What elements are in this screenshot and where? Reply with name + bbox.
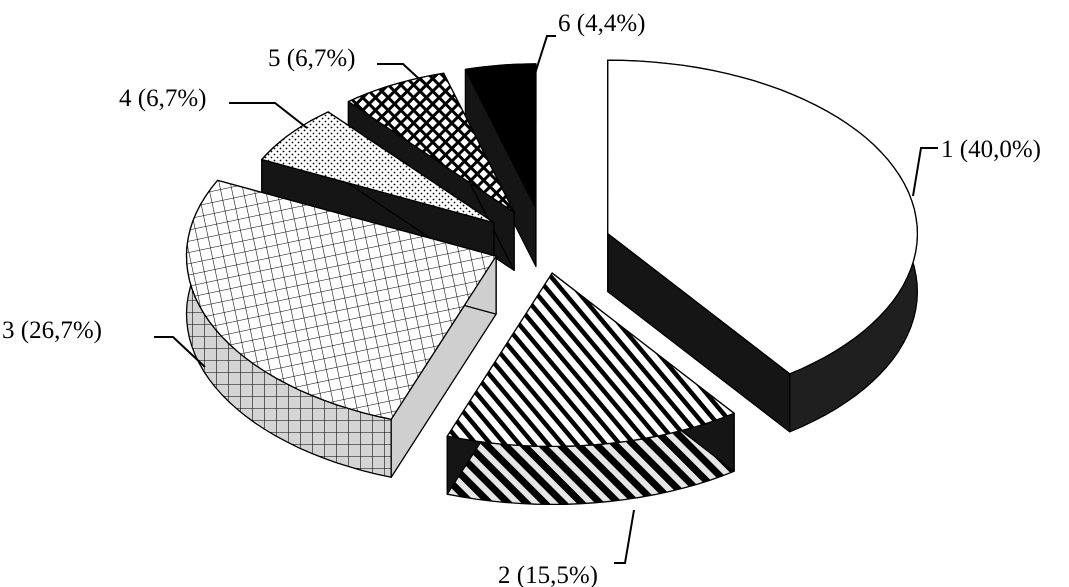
leader-line-6 [532,35,556,81]
slice-label-1: 1 (40,0%) [941,136,1041,163]
pie-slice-2 [446,272,735,506]
leader-line-3 [154,336,206,368]
slice-top-1 [607,59,919,375]
slices-layer [185,59,919,506]
pie-slice-1 [607,59,919,433]
leader-line-4 [229,102,308,129]
slice-top-2 [446,272,735,448]
pie-slice-3 [185,179,497,478]
leader-line-2 [614,509,635,564]
slice-top-5 [347,72,515,213]
slice-top-6 [464,63,537,210]
slice-label-6: 6 (4,4%) [558,10,645,37]
slice-top-3 [185,179,497,420]
leader-line-5 [377,63,430,89]
slice-label-5: 5 (6,7%) [268,45,355,72]
leader-line-1 [912,147,938,197]
slice-label-4: 4 (6,7%) [119,85,206,112]
slice-top-4 [261,111,495,224]
labels-layer: 1 (40,0%) 2 (15,5%) 3 (26,7%) 4 (6,7%) 5… [2,10,1041,587]
slice-label-2: 2 (15,5%) [498,562,598,587]
slice-label-3: 3 (26,7%) [2,317,102,344]
pie-slice-6 [464,63,537,268]
